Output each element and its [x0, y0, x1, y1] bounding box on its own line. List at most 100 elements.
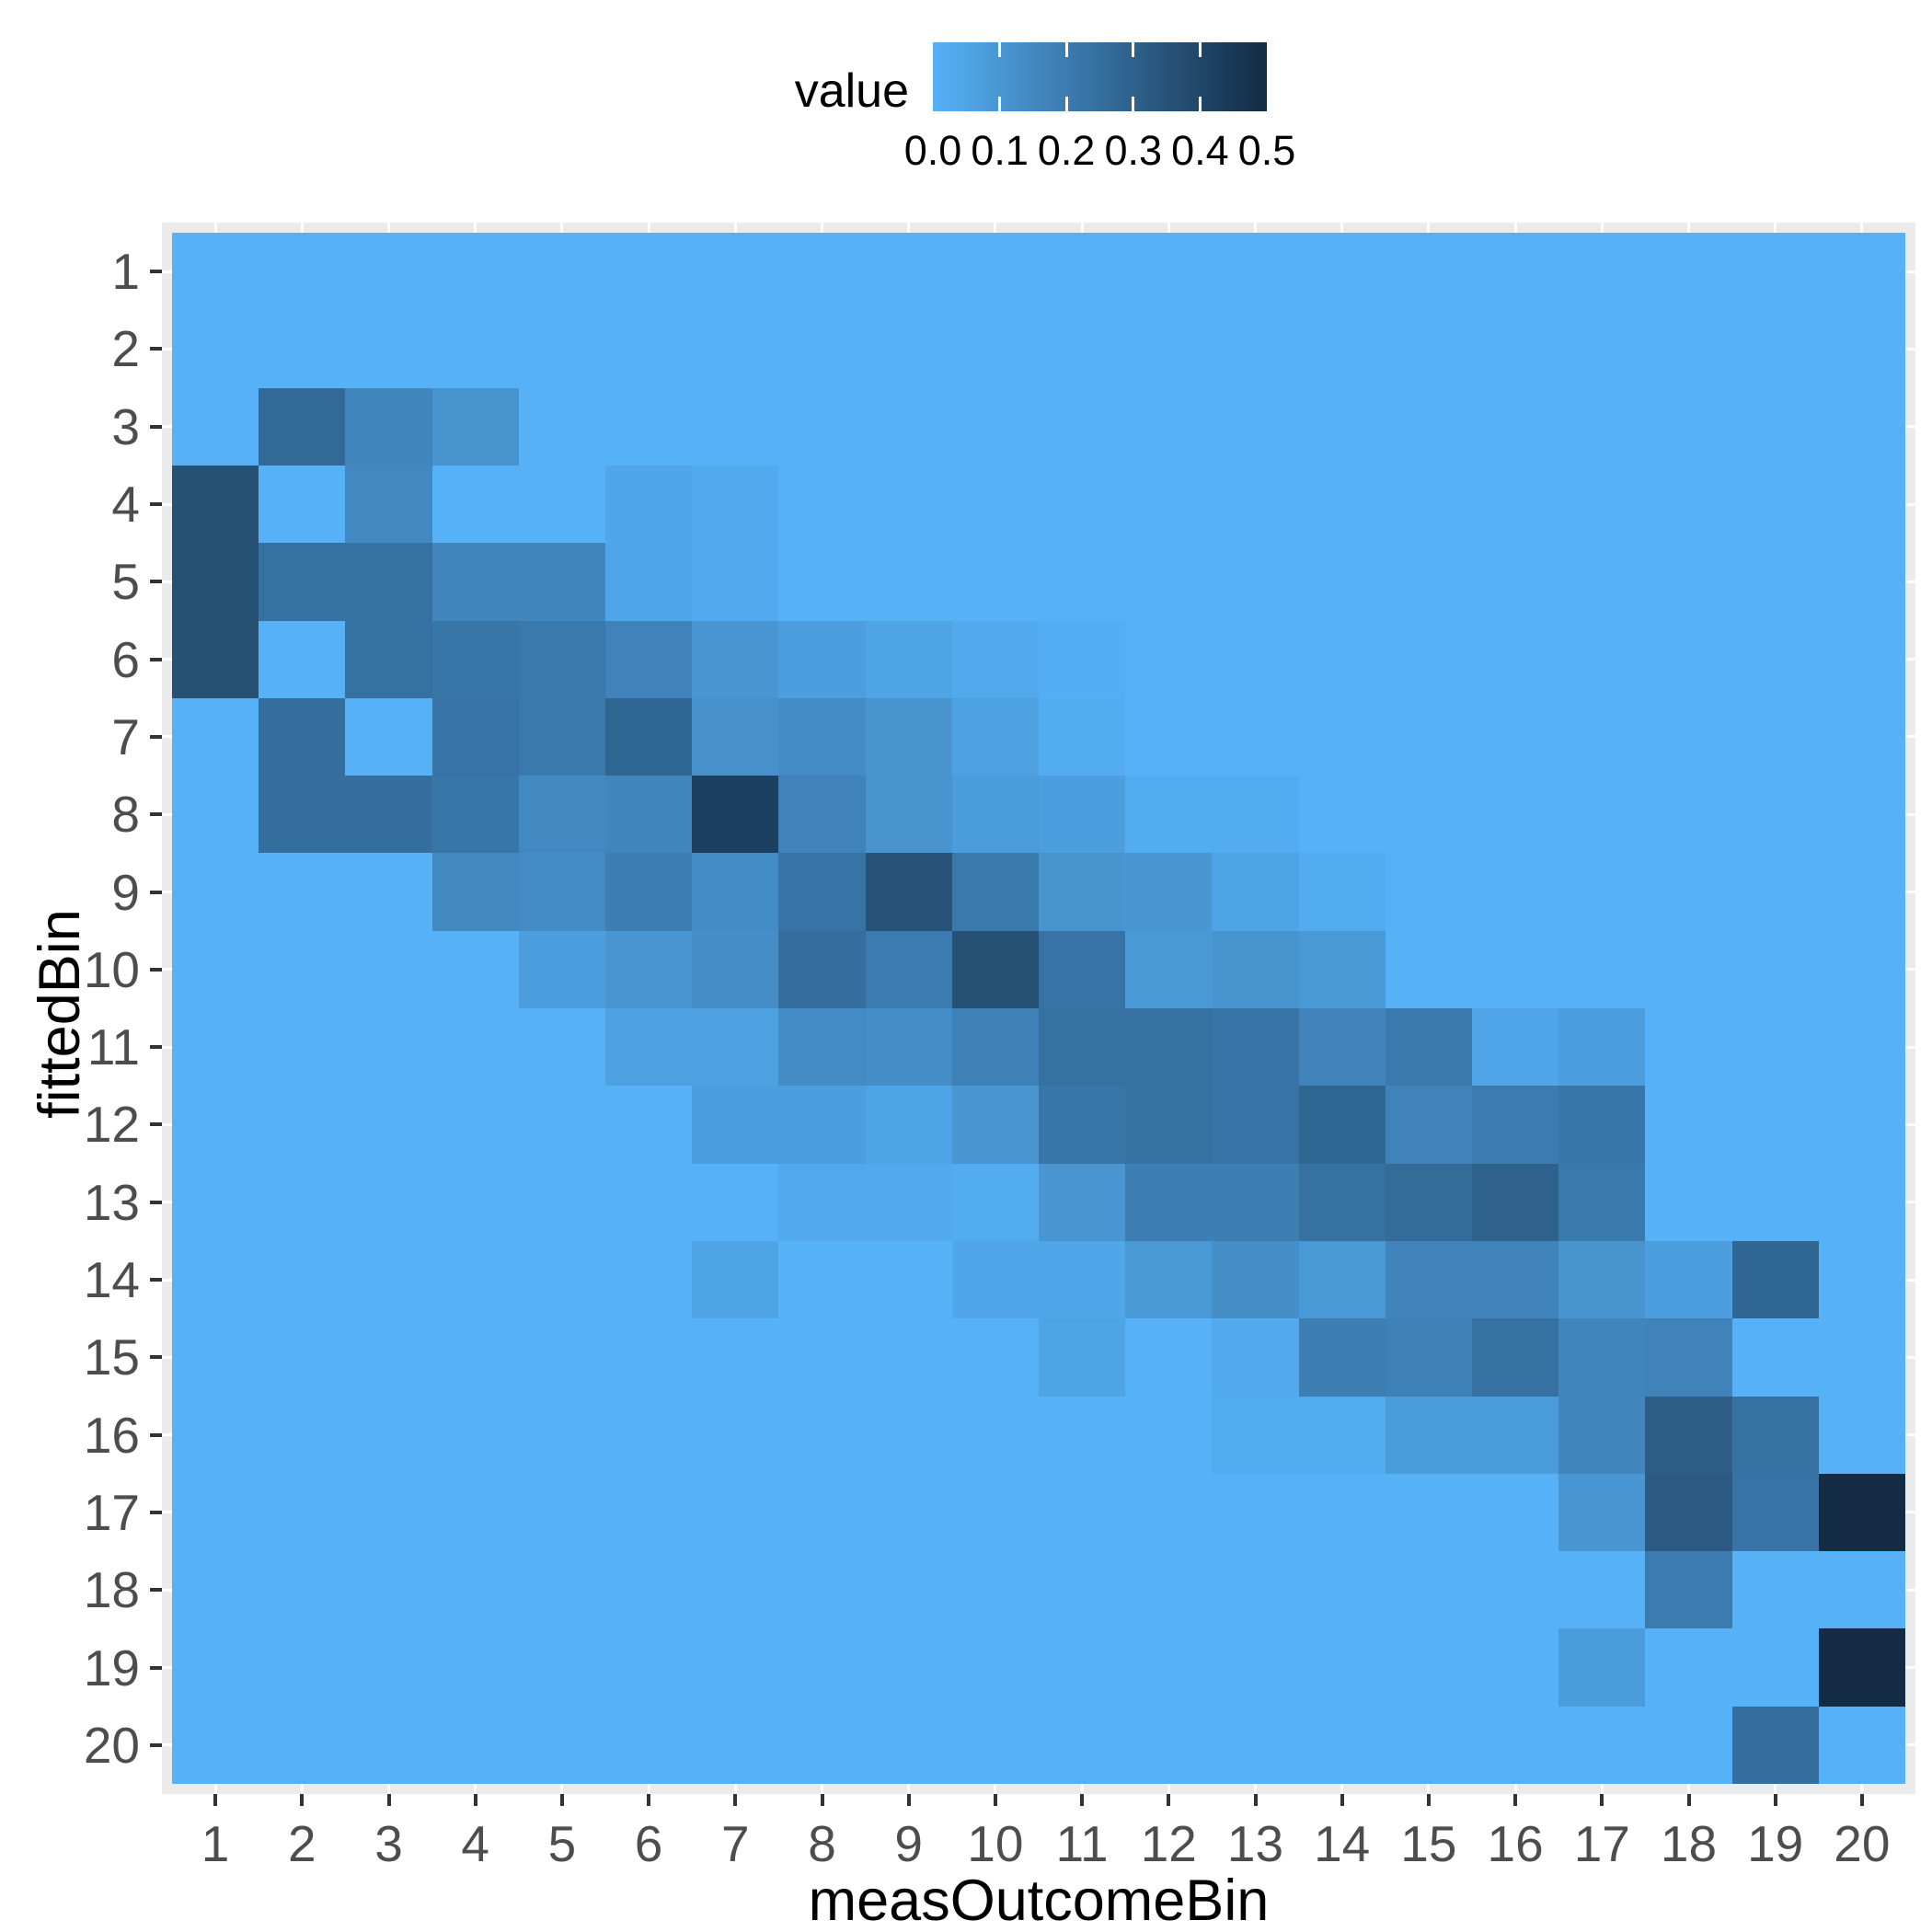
heatmap-cell [431, 776, 519, 854]
heatmap-cell [692, 1396, 779, 1474]
heatmap-cell [1645, 465, 1732, 544]
heatmap-cell [172, 1551, 259, 1629]
heatmap-cell [345, 697, 432, 776]
y-tick-mark [150, 657, 162, 661]
heatmap-cell [778, 776, 866, 854]
legend-notch [1064, 97, 1068, 111]
x-tick-mark [213, 1794, 218, 1806]
heatmap-cell [518, 1318, 605, 1397]
heatmap-cell [1038, 310, 1126, 388]
heatmap-cell [518, 1628, 605, 1707]
heatmap-cell [1038, 1706, 1126, 1784]
heatmap-cell [431, 1706, 519, 1784]
heatmap-cell [1645, 543, 1732, 621]
y-tick-mark [150, 424, 162, 429]
x-tick-label: 20 [1834, 1815, 1891, 1872]
heatmap-cell [518, 465, 605, 544]
heatmap-cell [345, 1008, 432, 1087]
heatmap-cell [518, 1008, 605, 1087]
heatmap-cell [172, 697, 259, 776]
heatmap-cell [518, 233, 605, 311]
y-tick-mark [150, 347, 162, 351]
heatmap-cell [259, 543, 346, 621]
heatmap-cell [778, 697, 866, 776]
legend-title: value [794, 64, 909, 118]
x-tick-mark [1600, 1794, 1604, 1806]
heatmap-cell [865, 1318, 952, 1397]
heatmap-cell [1731, 1163, 1819, 1241]
heatmap-cell [1645, 233, 1732, 311]
heatmap-cell [172, 1240, 259, 1319]
heatmap-cell [1645, 1706, 1732, 1784]
heatmap-cell [1558, 1163, 1646, 1241]
heatmap-cell [1038, 697, 1126, 776]
heatmap-cell [1212, 930, 1299, 1008]
heatmap-cell [1818, 543, 1905, 621]
y-tick-label: 15 [83, 1328, 140, 1386]
heatmap-cell [1038, 233, 1126, 311]
heatmap-cell [259, 1008, 346, 1087]
heatmap-cell [1038, 1163, 1126, 1241]
heatmap-cell [172, 853, 259, 931]
heatmap-cell [1471, 697, 1559, 776]
heatmap-cell [1038, 387, 1126, 466]
heatmap-cell [604, 1706, 693, 1784]
heatmap-cell [259, 697, 346, 776]
heatmap-cell [604, 697, 693, 776]
heatmap-cell [1038, 543, 1126, 621]
heatmap-cell [431, 233, 519, 311]
heatmap-cell [1298, 387, 1386, 466]
heatmap-cell [1645, 697, 1732, 776]
heatmap-cell [604, 1240, 693, 1319]
heatmap-cell [692, 1706, 779, 1784]
x-tick-mark [300, 1794, 305, 1806]
heatmap-cell [865, 387, 952, 466]
heatmap-cell [1471, 1706, 1559, 1784]
heatmap-cell [1038, 776, 1126, 854]
heatmap-cell [259, 387, 346, 466]
heatmap-cell [1125, 465, 1213, 544]
heatmap-cell [345, 1086, 432, 1164]
heatmap-cell [172, 620, 259, 698]
heatmap-cell [1385, 387, 1472, 466]
heatmap-cell [1212, 233, 1299, 311]
heatmap-cell [951, 1086, 1039, 1164]
heatmap-cell [1471, 620, 1559, 698]
heatmap-cell [692, 1240, 779, 1319]
heatmap-cell [692, 620, 779, 698]
heatmap-cell [692, 1086, 779, 1164]
heatmap-cell [1818, 1551, 1905, 1629]
heatmap-cell [259, 853, 346, 931]
heatmap-cell [604, 930, 693, 1008]
heatmap-cell [1471, 1240, 1559, 1319]
heatmap-cell [1471, 310, 1559, 388]
heatmap-cell [604, 233, 693, 311]
y-tick-mark [150, 734, 162, 739]
heatmap-cell [1212, 776, 1299, 854]
heatmap-cell [692, 233, 779, 311]
heatmap-cell [692, 465, 779, 544]
heatmap-cell [1125, 930, 1213, 1008]
heatmap-cell [345, 1628, 432, 1707]
heatmap-cell [865, 930, 952, 1008]
heatmap-cell [1385, 1396, 1472, 1474]
heatmap-cell [172, 930, 259, 1008]
y-tick-mark [150, 1588, 162, 1593]
heatmap-cell [604, 853, 693, 931]
heatmap-cell [259, 1551, 346, 1629]
heatmap-cell [1385, 543, 1472, 621]
heatmap-cell [1212, 1240, 1299, 1319]
heatmap-cell [1558, 1396, 1646, 1474]
heatmap-cell [259, 465, 346, 544]
heatmap-cell [345, 1318, 432, 1397]
heatmap-cell [1125, 1008, 1213, 1087]
heatmap-cell [1645, 1628, 1732, 1707]
heatmap-cell [692, 930, 779, 1008]
heatmap-cell [172, 1008, 259, 1087]
heatmap-cell [1558, 543, 1646, 621]
heatmap-cell [1818, 465, 1905, 544]
heatmap-cell [1212, 310, 1299, 388]
y-axis-title: fittedBin [28, 909, 92, 1119]
y-tick-mark [150, 967, 162, 972]
y-tick-label: 7 [111, 707, 140, 765]
